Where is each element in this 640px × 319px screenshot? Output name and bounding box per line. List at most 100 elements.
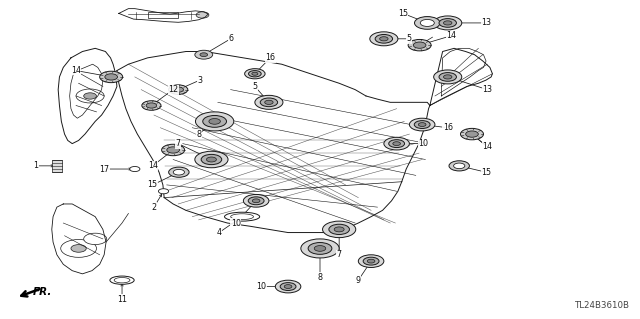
Circle shape [413,42,426,48]
Circle shape [363,257,379,265]
Circle shape [201,154,221,165]
Text: 14: 14 [447,31,456,40]
Circle shape [146,103,157,108]
Circle shape [449,161,469,171]
Circle shape [244,69,265,79]
Text: 8: 8 [317,272,323,281]
Circle shape [380,37,388,41]
Text: 10: 10 [419,139,428,148]
Circle shape [84,93,97,99]
Circle shape [314,246,326,251]
Circle shape [84,233,107,245]
Circle shape [323,221,356,238]
Circle shape [243,195,269,207]
Circle shape [169,167,189,177]
Text: 4: 4 [216,228,221,237]
Circle shape [439,73,456,81]
Text: 8: 8 [196,130,201,138]
Circle shape [195,151,228,168]
Circle shape [130,167,140,172]
Text: 16: 16 [265,53,275,62]
Text: 13: 13 [481,19,491,27]
Circle shape [200,53,207,56]
Text: 9: 9 [356,276,361,285]
Circle shape [454,163,465,169]
Ellipse shape [110,276,134,284]
Text: 15: 15 [398,9,408,18]
Text: 2: 2 [152,203,157,211]
Circle shape [167,147,179,153]
Circle shape [410,118,435,131]
Circle shape [207,157,216,162]
Circle shape [388,140,404,148]
Circle shape [434,16,462,30]
Circle shape [162,144,184,156]
Text: 6: 6 [228,34,233,43]
Circle shape [252,72,258,75]
Text: 11: 11 [117,295,127,304]
Circle shape [370,32,398,46]
Circle shape [384,137,410,150]
Circle shape [196,12,209,18]
Circle shape [248,197,264,205]
Text: 13: 13 [483,85,492,94]
Text: 15: 15 [481,168,491,177]
Text: FR.: FR. [33,287,52,297]
Circle shape [461,128,483,140]
Circle shape [159,189,169,194]
Circle shape [439,19,456,27]
Circle shape [419,123,426,126]
Circle shape [209,119,220,124]
Ellipse shape [114,278,130,283]
Circle shape [408,40,431,51]
Circle shape [358,255,384,268]
FancyBboxPatch shape [148,12,178,18]
Text: 14: 14 [71,66,81,75]
Circle shape [301,239,339,258]
Circle shape [393,142,401,145]
Text: 14: 14 [483,142,492,151]
Circle shape [105,74,118,80]
Text: 5: 5 [252,82,257,91]
Text: TL24B3610B: TL24B3610B [575,301,630,310]
Text: 10: 10 [230,219,241,227]
Text: 5: 5 [407,34,412,43]
Text: 7: 7 [337,250,342,259]
Circle shape [275,280,301,293]
Circle shape [329,224,349,234]
Circle shape [252,199,260,203]
Circle shape [466,131,478,137]
Circle shape [415,17,440,29]
Text: 14: 14 [148,161,157,170]
Circle shape [195,50,212,59]
Circle shape [142,101,161,110]
Circle shape [434,70,462,84]
Circle shape [61,240,97,257]
Text: 17: 17 [99,165,109,174]
Circle shape [71,245,86,252]
Circle shape [334,227,344,232]
Circle shape [308,242,332,254]
Text: 10: 10 [256,282,266,291]
Text: 16: 16 [443,123,452,132]
Circle shape [414,121,430,129]
Circle shape [280,283,296,291]
Text: 7: 7 [175,139,180,148]
Circle shape [367,259,375,263]
Circle shape [76,89,104,103]
Circle shape [255,95,283,109]
Circle shape [173,87,184,92]
Text: 3: 3 [198,76,202,85]
Circle shape [173,169,184,175]
Circle shape [248,70,261,77]
Circle shape [444,21,452,25]
Circle shape [195,112,234,131]
Bar [52,160,62,172]
Circle shape [265,100,273,104]
Text: 12: 12 [168,85,178,94]
Circle shape [284,285,292,288]
Text: 15: 15 [148,181,157,189]
Circle shape [375,34,392,43]
Circle shape [420,19,435,26]
Ellipse shape [230,214,253,219]
